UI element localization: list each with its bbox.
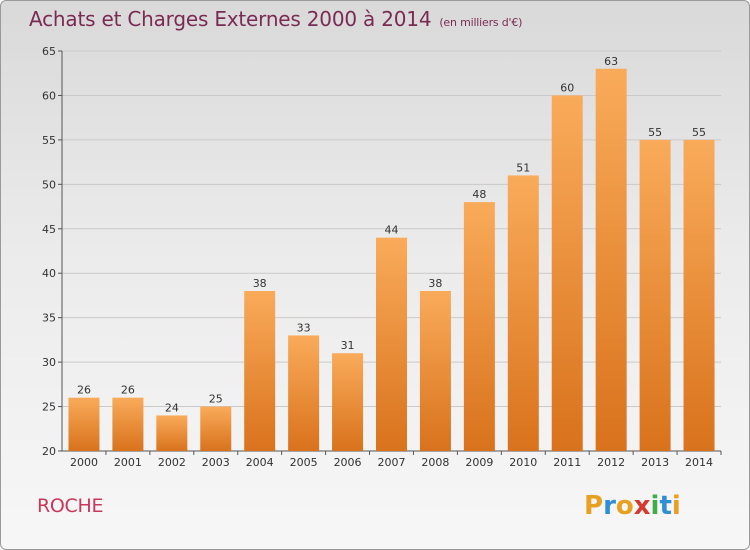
bar-2004: [244, 291, 276, 451]
x-tick-label-2014: 2014: [685, 456, 713, 469]
x-tick-label-2006: 2006: [334, 456, 362, 469]
bar-2006: [332, 353, 364, 451]
x-tick-label-2000: 2000: [70, 456, 98, 469]
bar-2013: [639, 139, 671, 451]
y-tick-label: 45: [42, 223, 56, 236]
bar-2009: [463, 202, 495, 451]
value-label-2004: 38: [253, 277, 267, 290]
value-label-2006: 31: [341, 339, 355, 352]
x-tick-label-2002: 2002: [158, 456, 186, 469]
bar-2008: [419, 291, 451, 451]
y-tick-label: 35: [42, 312, 56, 325]
bars: [68, 68, 715, 452]
bar-2010: [507, 175, 539, 451]
bar-2000: [68, 397, 100, 451]
value-label-2003: 25: [209, 393, 223, 406]
chart-title: Achats et Charges Externes 2000 à 2014 (e…: [29, 7, 522, 31]
bar-2014: [683, 139, 715, 451]
y-tick-label: 30: [42, 356, 56, 369]
x-tick-label-2009: 2009: [465, 456, 493, 469]
bar-2005: [288, 335, 320, 451]
x-tick-label-2005: 2005: [290, 456, 318, 469]
bar-2001: [112, 397, 144, 451]
chart-title-text: Achats et Charges Externes 2000 à 2014: [29, 7, 432, 31]
value-label-2014: 55: [692, 126, 706, 139]
x-tick-label-2010: 2010: [509, 456, 537, 469]
y-tick-label: 55: [42, 134, 56, 147]
y-tick-label: 25: [42, 401, 56, 414]
x-tick-label-2004: 2004: [246, 456, 274, 469]
value-label-2002: 24: [165, 401, 179, 414]
x-tick-label-2012: 2012: [597, 456, 625, 469]
commune-name: ROCHE: [37, 495, 104, 517]
value-label-2000: 26: [77, 384, 91, 397]
bar-2003: [200, 406, 232, 451]
y-tick-label: 20: [42, 445, 56, 458]
value-label-2010: 51: [516, 161, 530, 174]
y-tick-label: 40: [42, 267, 56, 280]
value-labels: 26 26 24 25 38 33 31 44 38 48 51 60 63 55 55: [77, 55, 706, 415]
x-tick-label-2007: 2007: [378, 456, 406, 469]
y-tick-label: 65: [42, 45, 56, 58]
value-label-2007: 44: [385, 224, 399, 237]
value-label-2011: 60: [560, 81, 574, 94]
y-tick-label: 50: [42, 178, 56, 191]
chart-subtitle: (en milliers d'€): [439, 16, 523, 29]
x-tick-label-2001: 2001: [114, 456, 142, 469]
value-label-2008: 38: [428, 277, 442, 290]
value-label-2009: 48: [472, 188, 486, 201]
value-label-2005: 33: [297, 321, 311, 334]
proxiti-logo[interactable]: Proxiti: [584, 491, 681, 521]
bar-2002: [156, 415, 188, 451]
value-label-2001: 26: [121, 384, 135, 397]
bar-2012: [595, 68, 627, 452]
bar-2007: [376, 237, 407, 451]
bar-2011: [551, 95, 583, 451]
x-tick-label-2011: 2011: [553, 456, 581, 469]
value-label-2012: 63: [604, 55, 618, 68]
x-tick-label-2003: 2003: [202, 456, 230, 469]
x-tick-label-2008: 2008: [421, 456, 449, 469]
x-tick-label-2013: 2013: [641, 456, 669, 469]
y-tick-label: 60: [42, 89, 56, 102]
tick-labels: 20 25 30 35 40 45 50 55 60 65 2000 2001 2002 2003 2004…: [42, 45, 713, 469]
value-label-2013: 55: [648, 126, 662, 139]
